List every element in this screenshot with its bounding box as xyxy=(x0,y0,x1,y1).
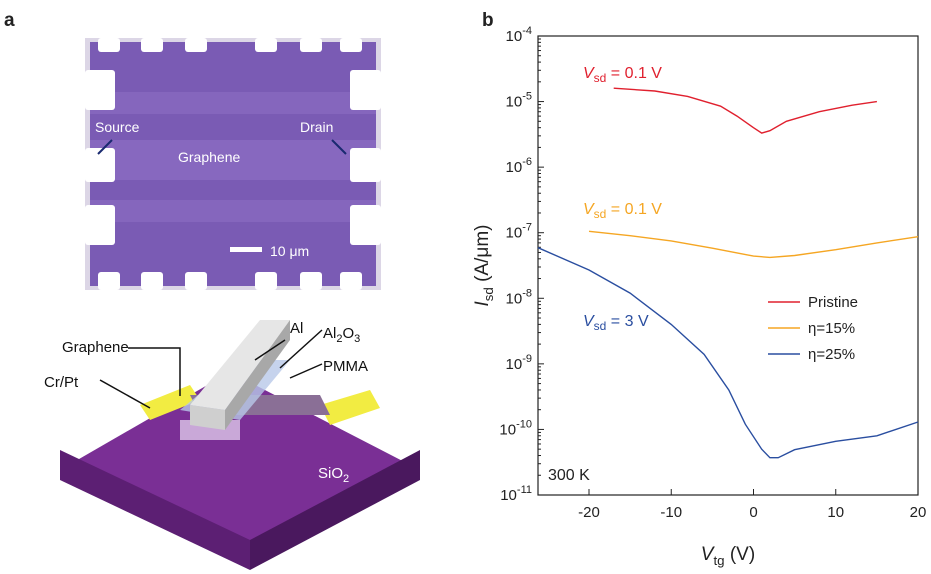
series-line xyxy=(589,231,918,257)
x-tick-label: 10 xyxy=(827,504,844,521)
graphene-callout: Graphene xyxy=(62,339,129,356)
legend-label: Pristine xyxy=(808,294,858,311)
y-axis-label: Isd (A/μm) xyxy=(472,225,496,307)
y-tick-label: 10-7 xyxy=(506,222,532,242)
y-tick-label: 10-11 xyxy=(500,484,532,504)
panel-label: a xyxy=(4,10,15,31)
figure: a b Source Drain Graphene 10 μm xyxy=(0,0,931,574)
page: a b Source Drain Graphene 10 μm xyxy=(0,0,931,574)
plot-frame xyxy=(538,36,918,495)
x-tick-label: 0 xyxy=(749,504,757,521)
annotation: Vsd = 0.1 V xyxy=(583,201,662,221)
contact-callout: Cr/Pt xyxy=(44,374,79,391)
x-axis-label: Vtg (V) xyxy=(701,544,755,568)
y-tick-label: 10-10 xyxy=(499,418,532,438)
source-label: Source xyxy=(95,119,140,135)
x-tick-label: -10 xyxy=(660,504,682,521)
annotation: Vsd = 0.1 V xyxy=(583,65,662,85)
x-tick-label: -20 xyxy=(578,504,600,521)
panel-label: b xyxy=(482,10,494,31)
y-tick-label: 10-4 xyxy=(506,25,532,45)
drain-label: Drain xyxy=(300,119,333,135)
y-tick-label: 10-8 xyxy=(506,287,532,307)
annotation: Vsd = 3 V xyxy=(583,313,649,333)
series-line xyxy=(614,88,877,133)
series-line xyxy=(538,248,918,458)
legend-label: η=25% xyxy=(808,346,855,363)
graphene-label: Graphene xyxy=(178,149,240,165)
al-callout: Al xyxy=(290,320,303,337)
al2o3-callout: Al2O3 xyxy=(323,325,360,345)
y-tick-label: 10-5 xyxy=(506,91,532,111)
x-tick-label: 20 xyxy=(910,504,927,521)
pmma-callout: PMMA xyxy=(323,358,368,375)
y-tick-label: 10-6 xyxy=(506,156,532,176)
legend-label: η=15% xyxy=(808,320,855,337)
scale-bar-label: 10 μm xyxy=(270,243,309,259)
y-tick-label: 10-9 xyxy=(506,353,532,373)
annotation: 300 K xyxy=(548,467,590,484)
